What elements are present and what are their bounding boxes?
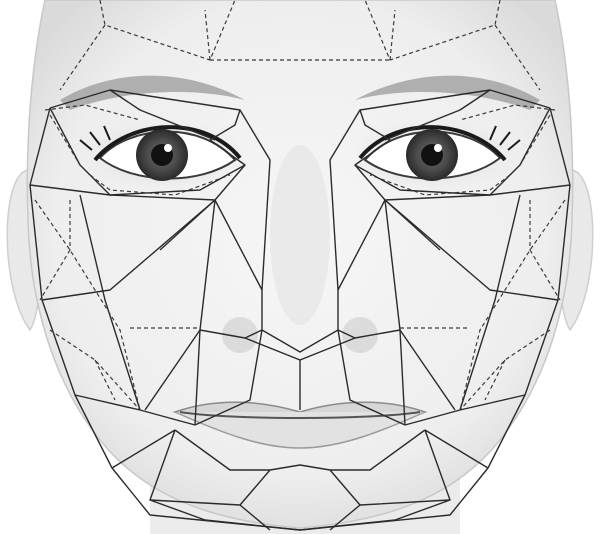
right-eye xyxy=(358,125,521,181)
left-eye xyxy=(79,125,242,181)
right-eyebrow xyxy=(355,75,540,110)
left-eyebrow xyxy=(60,75,245,110)
left-nostril-shade xyxy=(222,317,258,353)
dashed-mesh-lines xyxy=(34,0,566,411)
right-nostril-shade xyxy=(342,317,378,353)
mouth xyxy=(172,401,428,449)
nose-shading xyxy=(270,145,330,325)
